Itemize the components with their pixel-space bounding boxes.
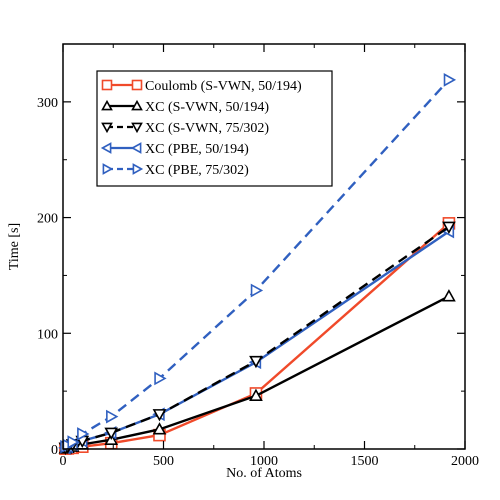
data-point <box>131 99 143 111</box>
ticks-layer: 0 500 1000 1500 2000 0 100 200 300 <box>37 44 479 469</box>
y-tick-label: 300 <box>37 96 58 111</box>
data-point <box>250 283 264 298</box>
data-point <box>131 122 143 134</box>
data-point <box>443 73 457 87</box>
data-point <box>152 409 167 422</box>
y-tick-label: 100 <box>37 327 58 342</box>
data-point <box>101 99 113 111</box>
legend-label: XC (S-VWN, 50/194) <box>145 100 269 115</box>
data-point <box>442 289 456 302</box>
data-point <box>104 427 119 440</box>
data-point <box>442 221 456 234</box>
data-point <box>249 388 263 401</box>
y-tick-label: 0 <box>51 443 58 458</box>
legend-entry: XC (S-VWN, 50/194) <box>101 99 269 115</box>
legend-entry: XC (PBE, 50/194) <box>100 142 249 157</box>
data-point <box>101 79 113 91</box>
data-point <box>131 79 143 91</box>
data-point <box>152 422 167 435</box>
data-point <box>106 409 119 424</box>
data-point <box>249 355 263 369</box>
x-tick-label: 2000 <box>451 454 479 469</box>
x-tick-label: 500 <box>153 454 174 469</box>
data-point <box>77 427 90 441</box>
data-point <box>154 371 167 386</box>
y-axis-title: Time [s] <box>7 223 22 270</box>
data-point <box>101 122 113 134</box>
x-axis-title: No. of Atoms <box>226 466 302 481</box>
legend-label: Coulomb (S-VWN, 50/194) <box>145 79 302 94</box>
legend: Coulomb (S-VWN, 50/194) XC (S-VWN, 50/194… <box>96 70 333 187</box>
data-point <box>130 142 142 154</box>
data-point <box>132 163 144 175</box>
data-point <box>102 163 114 175</box>
y-tick-label: 200 <box>37 212 58 227</box>
legend-label: XC (S-VWN, 75/302) <box>145 121 269 136</box>
legend-entry: XC (S-VWN, 75/302) <box>101 121 269 136</box>
legend-entry: Coulomb (S-VWN, 50/194) <box>101 79 302 94</box>
data-point <box>67 435 80 449</box>
legend-label: XC (PBE, 50/194) <box>145 142 249 157</box>
data-point <box>100 142 112 154</box>
legend-label: XC (PBE, 75/302) <box>145 163 249 178</box>
x-tick-label: 1500 <box>351 454 379 469</box>
x-tick-label: 1000 <box>250 454 278 469</box>
legend-entry: XC (PBE, 75/302) <box>102 163 249 178</box>
x-tick-label: 0 <box>60 454 67 469</box>
